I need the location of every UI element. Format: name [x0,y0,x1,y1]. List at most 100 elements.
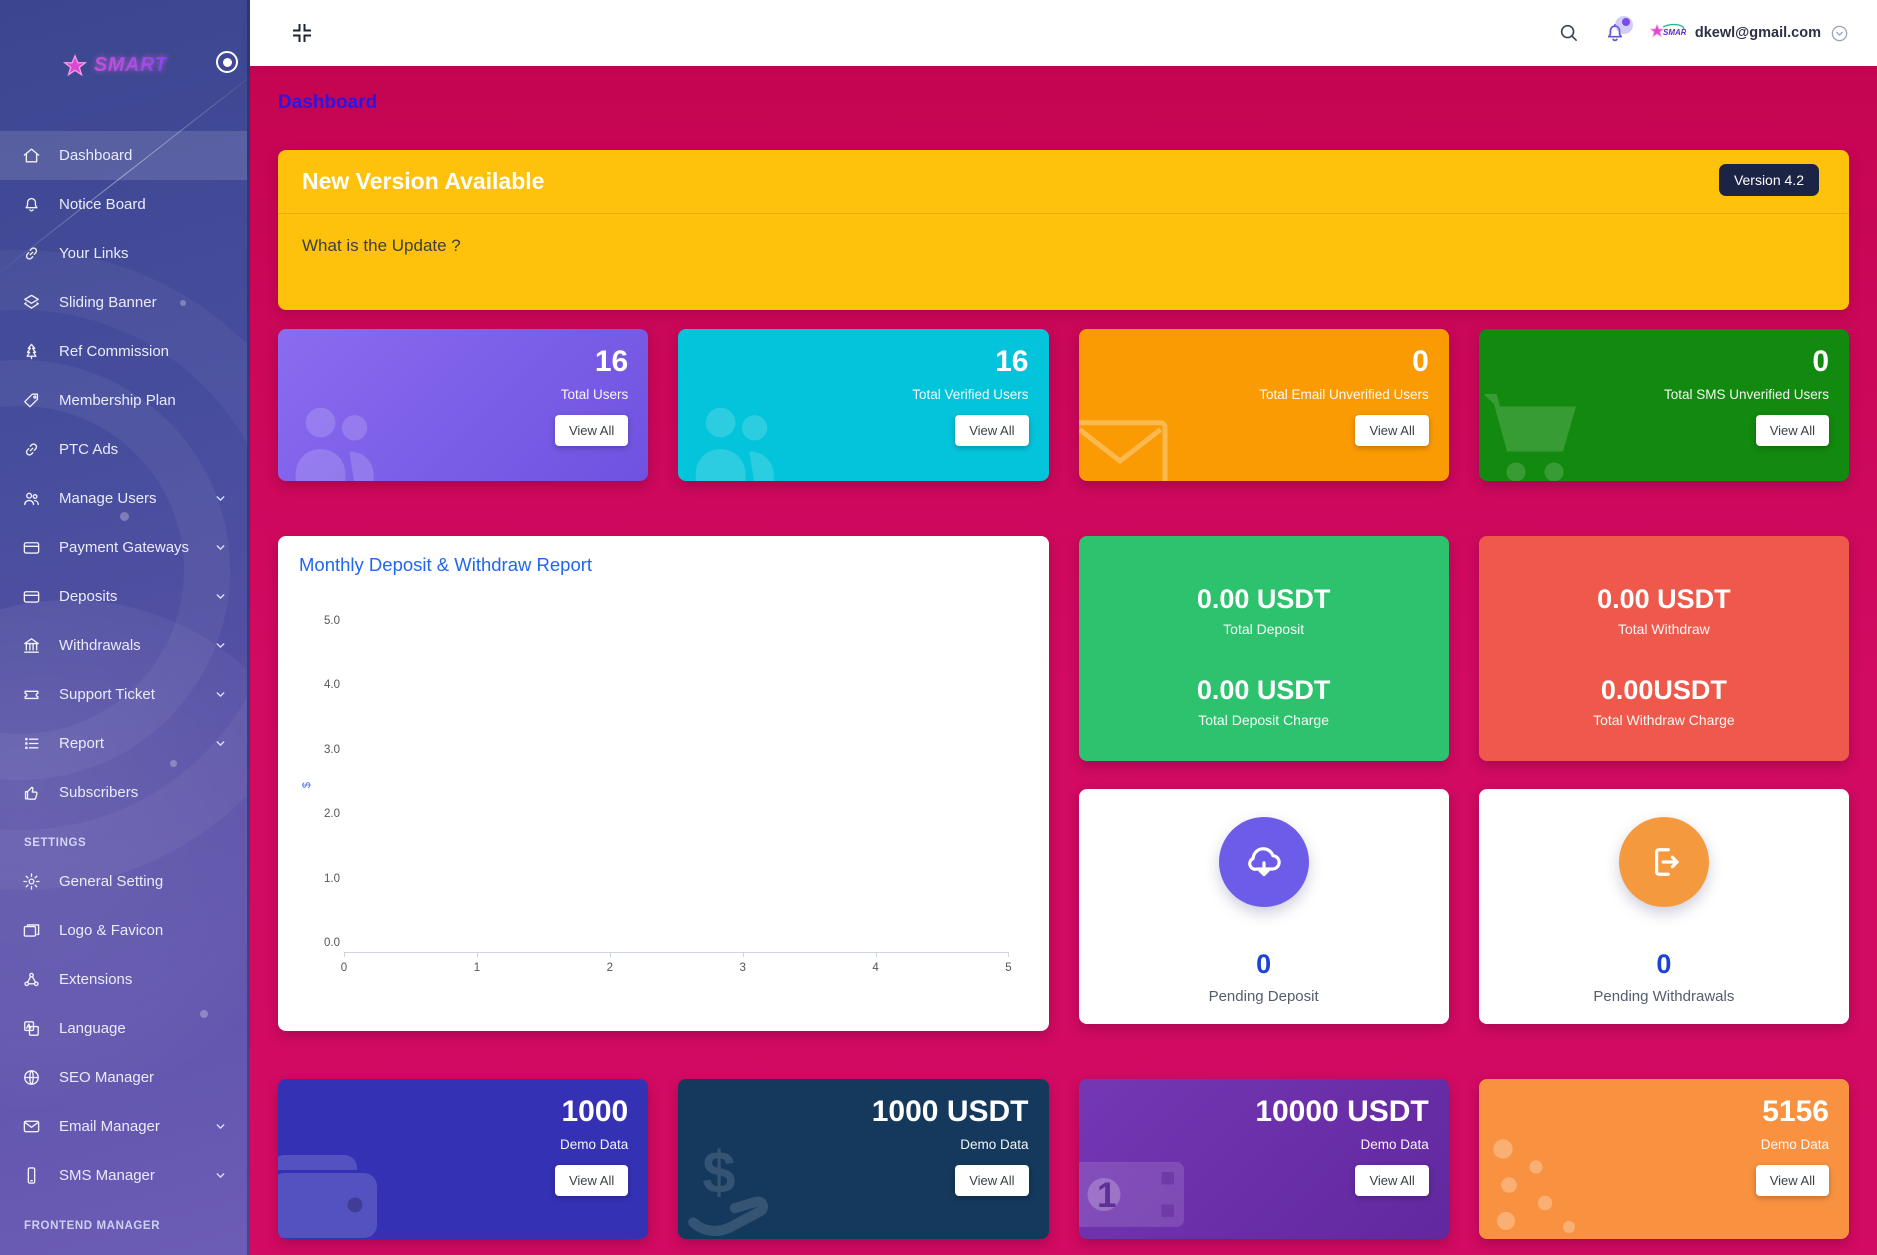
search-button[interactable] [1558,22,1580,44]
avatar: SMART [1649,23,1686,38]
gear-icon [22,872,42,892]
y-tick: 0.0 [324,936,340,949]
sidebar-item-report[interactable]: Report [0,719,247,768]
pending-withdrawals-circle [1618,817,1709,907]
total-deposit-label: Total Deposit [1223,621,1305,637]
mail-icon [22,1117,42,1137]
total-withdraw-value: 0.00 USDT [1597,584,1731,614]
total-deposit-card: 0.00 USDT Total Deposit 0.00 USDT Total … [1078,536,1449,761]
thumbs-up-icon [22,783,42,803]
sidebar-item-logo-favicon[interactable]: Logo & Favicon [0,906,247,955]
bell-icon [22,195,42,215]
sidebar-item-subscribers[interactable]: Subscribers [0,768,247,817]
sidebar-item-label: Membership Plan [59,392,176,409]
sidebar-item-your-links[interactable]: Your Links [0,229,247,278]
sidebar-item-sms-manager[interactable]: SMS Manager [0,1151,247,1200]
view-all-button[interactable]: View All [1755,1164,1829,1196]
tag-icon [22,391,42,411]
stat-value: 16 [594,345,629,378]
svg-text:1: 1 [1097,1176,1116,1215]
summary-row: 0.00 USDT Total Deposit 0.00 USDT Total … [1078,536,1849,761]
list-icon [22,734,42,754]
link-icon [22,440,42,460]
sidebar-item-dashboard[interactable]: Dashboard [0,131,247,180]
sidebar-item-label: Subscribers [59,784,139,801]
total-deposit-charge-value: 0.00 USDT [1196,675,1331,705]
chart-x-axis: 0 1 2 3 4 5 [334,952,1019,974]
pending-withdrawals-label: Pending Withdrawals [1593,988,1735,1005]
compress-icon [293,24,311,42]
sidebar-section-frontend: FRONTEND MANAGER [24,1220,161,1232]
pending-deposit-card: 0 Pending Deposit [1078,789,1449,1024]
page-title: Dashboard [278,92,378,113]
demo-card-1000: 1000 Demo Data View All [278,1079,649,1239]
brand-logo[interactable]: SMART [0,0,247,131]
sidebar-item-label: PTC Ads [59,441,119,458]
brand-star-icon [62,53,88,76]
x-tick: 3 [733,952,753,974]
sidebar-item-language[interactable]: Language [0,1004,247,1053]
home-icon [22,146,42,166]
nodes-icon [22,970,42,990]
sidebar-item-deposits[interactable]: Deposits [0,572,247,621]
sidebar-item-payment-gateways[interactable]: Payment Gateways [0,523,247,572]
stat-value: 0 [1412,345,1429,378]
y-tick: 2.0 [324,808,340,821]
chevron-down-icon [214,639,227,652]
sidebar-item-ptc-ads[interactable]: PTC Ads [0,425,247,474]
stat-label: Total Verified Users [912,386,1029,402]
sidebar-item-label: Manage Users [59,490,157,507]
sidebar-item-label: Your Links [59,245,129,262]
view-all-button[interactable]: View All [1355,414,1429,446]
view-all-button[interactable]: View All [1355,1164,1429,1196]
sidebar-item-email-manager[interactable]: Email Manager [0,1102,247,1151]
pending-row: 0 Pending Deposit 0 Pending Withdrawals [1078,789,1849,1024]
sidebar-item-label: SMS Manager [59,1167,155,1184]
demo-value: 1000 [561,1095,629,1128]
sidebar-item-membership-plan[interactable]: Membership Plan [0,376,247,425]
view-all-button[interactable]: View All [955,414,1029,446]
view-all-button[interactable]: View All [1755,414,1829,446]
sidebar-toggle-button[interactable] [216,51,238,73]
bank-icon [22,636,42,656]
chevron-down-icon [214,1169,227,1182]
sidebar-dot-decoration [200,1010,208,1018]
notifications-button[interactable] [1604,16,1633,44]
demo-value: 1000 USDT [871,1095,1029,1128]
sidebar-item-seo-manager[interactable]: SEO Manager [0,1053,247,1102]
y-tick: 4.0 [324,679,340,692]
y-tick: 5.0 [324,615,340,627]
envelope-watermark-icon [1078,407,1175,481]
view-all-button[interactable]: View All [554,1164,629,1196]
account-menu[interactable]: SMART dkewl@gmail.com [1649,23,1849,43]
banknote-watermark-icon: 1 [1078,1152,1189,1237]
sidebar-item-manage-users[interactable]: Manage Users [0,474,247,523]
phone-icon [22,1166,42,1186]
sidebar-item-ref-commission[interactable]: Ref Commission [0,327,247,376]
sidebar-item-support-ticket[interactable]: Support Ticket [0,670,247,719]
demo-label: Demo Data [559,1136,629,1152]
sidebar-item-general-setting[interactable]: General Setting [0,857,247,906]
banner-question: What is the Update ? [302,236,461,255]
view-all-button[interactable]: View All [554,414,629,446]
sidebar-item-withdrawals[interactable]: Withdrawals [0,621,247,670]
version-badge[interactable]: Version 4.2 [1718,164,1819,196]
x-tick: 5 [998,952,1018,974]
sidebar-item-label: Extensions [59,971,133,988]
demo-value: 10000 USDT [1255,1095,1429,1128]
demo-label: Demo Data [960,1136,1029,1152]
cloud-download-icon [1247,847,1281,877]
stat-label: Total Email Unverified Users [1259,386,1429,402]
stat-value: 16 [995,345,1029,378]
sidebar-item-extensions[interactable]: Extensions [0,955,247,1004]
content: Dashboard New Version Available Version … [250,66,1877,1255]
demo-card-10000-usdt: 1 10000 USDT Demo Data View All [1078,1079,1449,1239]
sidebar-item-sliding-banner[interactable]: Sliding Banner [0,278,247,327]
view-all-button[interactable]: View All [955,1164,1029,1196]
x-tick: 0 [334,952,354,974]
demo-label: Demo Data [1760,1136,1829,1152]
sidebar-item-notice-board[interactable]: Notice Board [0,180,247,229]
sidebar-collapse-button[interactable] [290,20,316,46]
user-email: dkewl@gmail.com [1694,25,1821,41]
x-tick: 2 [600,952,620,974]
